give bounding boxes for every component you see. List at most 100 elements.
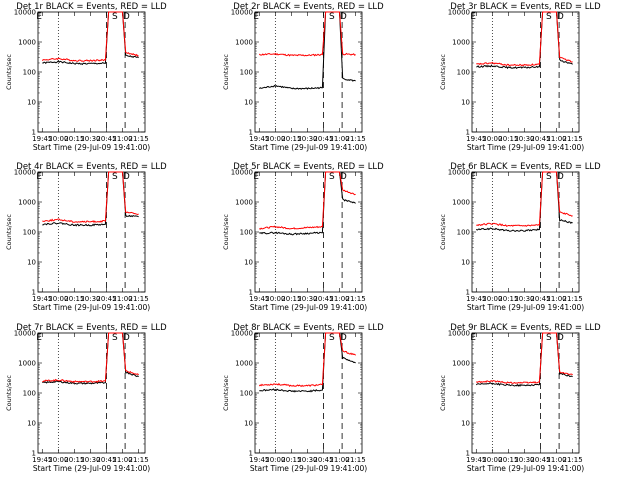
plot-frame xyxy=(471,171,580,293)
event-marker-e: E xyxy=(253,172,259,182)
y-tick-label: 100 xyxy=(23,69,36,77)
x-tick-label: 20:00 xyxy=(482,135,502,143)
panel-title: Det 5r BLACK = Events, RED = LLD xyxy=(233,162,384,172)
y-tick-label: 100 xyxy=(23,229,36,237)
x-tick-label: 21:00 xyxy=(329,135,349,143)
y-axis-label: Counts/sec xyxy=(222,214,230,250)
event-marker-d: D xyxy=(340,333,347,343)
event-marker-e: E xyxy=(36,333,42,343)
event-marker-e: E xyxy=(470,12,476,22)
event-marker-d: D xyxy=(340,172,347,182)
y-tick-label: 1000 xyxy=(452,199,470,207)
y-tick-label: 10000 xyxy=(448,330,470,338)
x-tick-label: 20:00 xyxy=(48,456,68,464)
x-tick-label: 19:45 xyxy=(466,135,486,143)
x-tick-label: 20:00 xyxy=(482,456,502,464)
event-marker-d: D xyxy=(557,12,564,22)
plot-frame xyxy=(37,11,146,133)
y-tick-label: 10000 xyxy=(14,9,36,17)
event-marker-d: D xyxy=(123,333,130,343)
panel-title: Det 9r BLACK = Events, RED = LLD xyxy=(450,323,601,333)
y-tick-label: 1000 xyxy=(452,39,470,47)
event-marker-d: D xyxy=(123,172,130,182)
x-tick-label: 20:00 xyxy=(482,295,502,303)
series-line-lld xyxy=(42,332,139,384)
x-tick-label: 20:15 xyxy=(498,456,518,464)
y-tick-label: 10 xyxy=(27,259,36,267)
y-tick-label: 1 xyxy=(249,129,253,137)
series-line-lld xyxy=(258,332,356,388)
x-tick-label: 19:45 xyxy=(466,456,486,464)
x-tick-label: 20:45 xyxy=(96,295,116,303)
event-marker-s: S xyxy=(546,12,552,22)
x-tick-label: 21:15 xyxy=(345,135,365,143)
panel-det-2: Det 2r BLACK = Events, RED = LLD 1 10 100 10… xyxy=(222,2,384,152)
y-tick-label: 1 xyxy=(249,450,253,458)
event-marker-s: S xyxy=(329,12,335,22)
series-line-lld xyxy=(475,332,573,384)
y-tick-label: 1 xyxy=(249,289,253,297)
y-axis-label: Counts/sec xyxy=(439,375,447,411)
y-tick-label: 1000 xyxy=(235,360,253,368)
panel-det-7: Det 7r BLACK = Events, RED = LLD 1 10 100 10… xyxy=(5,323,167,473)
x-tick-label: 19:45 xyxy=(32,456,52,464)
x-tick-label: 20:15 xyxy=(64,456,84,464)
series-line-lld xyxy=(41,11,139,62)
x-tick-label: 19:45 xyxy=(249,295,269,303)
y-tick-label: 10 xyxy=(244,99,253,107)
y-tick-label: 100 xyxy=(240,229,253,237)
x-tick-label: 21:15 xyxy=(128,456,148,464)
y-tick-label: 1 xyxy=(466,129,470,137)
panel-title: Det 4r BLACK = Events, RED = LLD xyxy=(16,162,167,172)
y-tick-label: 10 xyxy=(461,420,470,428)
plot-frame xyxy=(471,11,580,133)
x-tick-label: 20:15 xyxy=(281,456,301,464)
event-marker-s: S xyxy=(112,172,118,182)
x-tick-label: 21:15 xyxy=(562,456,582,464)
x-axis-label: Start Time (29-Jul-09 19:41:00) xyxy=(467,143,584,152)
y-tick-label: 1000 xyxy=(18,199,36,207)
y-tick-label: 10000 xyxy=(448,9,470,17)
y-tick-label: 10 xyxy=(461,259,470,267)
x-tick-label: 21:15 xyxy=(562,135,582,143)
x-tick-label: 21:00 xyxy=(546,135,566,143)
x-tick-label: 20:00 xyxy=(265,135,285,143)
panel-det-4: Det 4r BLACK = Events, RED = LLD 1 10 100 10… xyxy=(5,162,167,312)
panel-title: Det 7r BLACK = Events, RED = LLD xyxy=(16,323,167,333)
x-tick-label: 19:45 xyxy=(249,135,269,143)
x-tick-label: 21:00 xyxy=(112,295,132,303)
x-tick-label: 20:15 xyxy=(498,135,518,143)
x-tick-label: 20:45 xyxy=(313,295,333,303)
x-tick-label: 20:45 xyxy=(530,135,550,143)
panel-title: Det 6r BLACK = Events, RED = LLD xyxy=(450,162,601,172)
event-marker-e: E xyxy=(36,172,42,182)
event-marker-e: E xyxy=(470,333,476,343)
event-marker-d: D xyxy=(557,333,564,343)
x-tick-label: 19:45 xyxy=(466,295,486,303)
y-tick-label: 1 xyxy=(32,289,36,297)
event-marker-s: S xyxy=(329,333,335,343)
series-line-lld xyxy=(42,171,139,224)
x-tick-label: 19:45 xyxy=(249,456,269,464)
y-tick-label: 10000 xyxy=(14,169,36,177)
event-marker-d: D xyxy=(557,172,564,182)
x-tick-label: 20:30 xyxy=(80,456,100,464)
x-tick-label: 20:30 xyxy=(80,135,100,143)
y-axis-label: Counts/sec xyxy=(439,214,447,250)
y-tick-label: 1000 xyxy=(18,39,36,47)
y-tick-label: 10000 xyxy=(231,330,253,338)
x-tick-label: 20:00 xyxy=(48,295,68,303)
plot-frame xyxy=(37,332,146,454)
y-tick-label: 100 xyxy=(457,69,470,77)
event-marker-s: S xyxy=(329,172,335,182)
x-tick-label: 21:00 xyxy=(112,456,132,464)
y-tick-label: 1000 xyxy=(18,360,36,368)
x-axis-label: Start Time (29-Jul-09 19:41:00) xyxy=(250,464,367,473)
y-tick-label: 100 xyxy=(240,390,253,398)
y-tick-label: 1000 xyxy=(235,199,253,207)
x-tick-label: 20:30 xyxy=(297,135,317,143)
y-tick-label: 1 xyxy=(32,129,36,137)
panel-det-1: Det 1r BLACK = Events, RED = LLD 1 10 100 10… xyxy=(5,2,167,152)
series-line-events xyxy=(258,11,356,90)
x-tick-label: 20:00 xyxy=(265,456,285,464)
